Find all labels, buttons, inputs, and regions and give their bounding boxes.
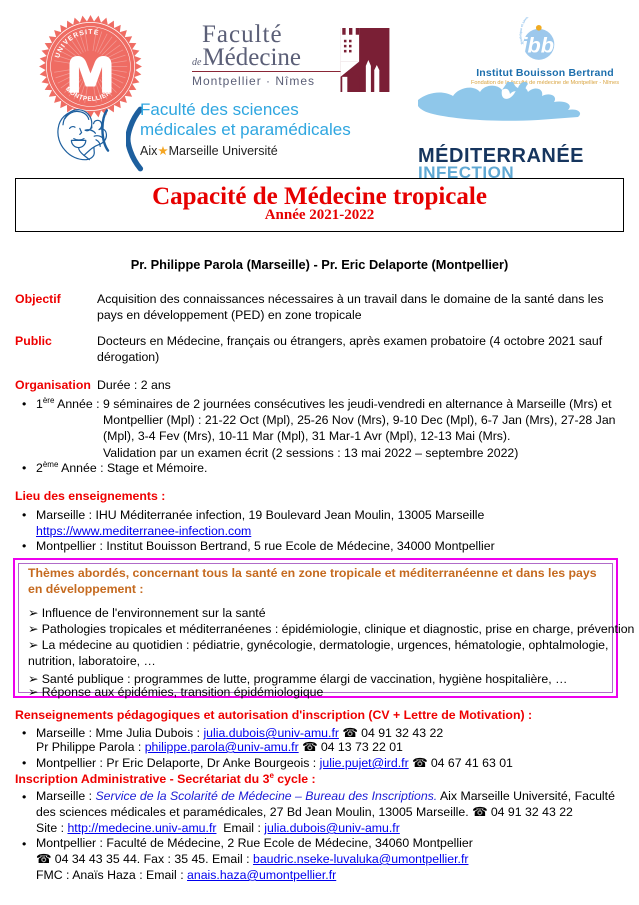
svg-text:ibb: ibb [522,33,555,58]
